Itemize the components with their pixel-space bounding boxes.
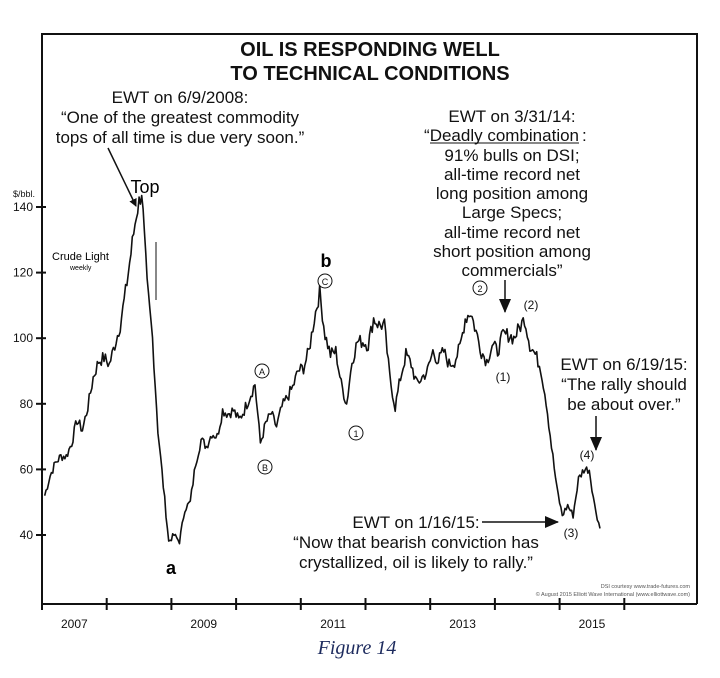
x-tick-label: 2015 (579, 617, 606, 631)
wave-label-C-circle: C (317, 273, 333, 289)
series-label: Crude Light (52, 251, 109, 263)
annotation-ewt-2014: EWT on 3/31/14: “Deadly combination : 91… (424, 107, 591, 280)
svg-text:“Now that bearish conviction h: “Now that bearish conviction has (293, 533, 539, 552)
y-tick-label: 60 (20, 462, 34, 476)
y-tick-label: 40 (20, 528, 34, 542)
svg-text:“One of the greatest commodity: “One of the greatest commodity (61, 108, 300, 127)
svg-text:all-time record net: all-time record net (444, 165, 580, 184)
wave-label-b: b (321, 251, 332, 271)
svg-text:all-time record net: all-time record net (444, 223, 580, 242)
y-tick-label: 120 (13, 266, 33, 280)
price-series-line (43, 194, 601, 545)
wave-label-B-circle: B (257, 459, 273, 475)
credit-dsi: DSI courtesy www.trade-futures.com (601, 584, 691, 590)
x-tick-label: 2009 (190, 617, 217, 631)
chart-title-line-1: OIL IS RESPONDING WELL (240, 39, 500, 61)
x-tick-label: 2011 (320, 617, 346, 631)
svg-text:“Deadly combination: “Deadly combination (424, 126, 579, 145)
arrow-top (107, 147, 137, 207)
y-axis-label: $/bbl. (13, 189, 35, 199)
wave-label-p2: (2) (524, 298, 539, 312)
svg-text:1: 1 (353, 429, 358, 439)
svg-text:Large Specs;: Large Specs; (462, 203, 562, 222)
wave-label-a: a (166, 558, 177, 578)
svg-text:C: C (322, 277, 329, 287)
y-tick-label: 100 (13, 331, 33, 345)
x-tick-label: 2013 (449, 617, 476, 631)
y-tick-label: 140 (13, 200, 33, 214)
y-axis-ticks: 40 60 80 100 120 140 (13, 200, 46, 542)
x-axis-ticks: 2007 2009 2011 2013 2015 (41, 598, 626, 631)
wave-label-p4: (4) (580, 448, 595, 462)
wave-label-top: Top (130, 177, 159, 197)
svg-text:long position among: long position among (436, 184, 588, 203)
wave-label-1-circle: 1 (348, 425, 364, 441)
wave-label-p1: (1) (496, 370, 511, 384)
svg-text:crystallized, oil is likely to: crystallized, oil is likely to rally.” (299, 553, 533, 572)
figure-caption: Figure 14 (317, 637, 397, 659)
annotation-ewt-2008: EWT on 6/9/2008: “One of the greatest co… (56, 88, 305, 147)
svg-text:2: 2 (477, 284, 482, 294)
x-tick-label: 2007 (61, 617, 88, 631)
svg-text:EWT on 1/16/15:: EWT on 1/16/15: (352, 513, 479, 532)
chart-frame (41, 33, 698, 604)
svg-text:short position among: short position among (433, 242, 591, 261)
svg-text:A: A (259, 367, 265, 377)
annotation-ewt-jan-2015: EWT on 1/16/15: “Now that bearish convic… (293, 513, 539, 572)
svg-text:B: B (262, 463, 268, 473)
y-tick-label: 80 (20, 397, 34, 411)
wave-label-2-circle: 2 (472, 280, 488, 296)
wave-label-p3: (3) (564, 526, 579, 540)
svg-text::: : (582, 126, 587, 145)
chart-title-line-2: TO TECHNICAL CONDITIONS (230, 63, 509, 85)
series-sublabel: weekly (69, 265, 92, 272)
svg-text:EWT on 3/31/14:: EWT on 3/31/14: (448, 107, 575, 126)
svg-text:commercials”: commercials” (461, 261, 562, 280)
credit-ewi: © August 2015 Elliott Wave International… (536, 591, 690, 598)
svg-text:91% bulls on DSI;: 91% bulls on DSI; (444, 146, 579, 165)
annotation-ewt-jun-2015: EWT on 6/19/15: “The rally should be abo… (560, 355, 687, 414)
svg-text:“The rally should: “The rally should (561, 375, 687, 394)
svg-text:tops of all time is due very s: tops of all time is due very soon.” (56, 128, 305, 147)
svg-text:be about over.”: be about over.” (567, 395, 681, 414)
svg-text:EWT on 6/9/2008:: EWT on 6/9/2008: (112, 88, 249, 107)
svg-text:EWT on 6/19/15:: EWT on 6/19/15: (560, 355, 687, 374)
wave-label-A-circle: A (254, 363, 270, 379)
